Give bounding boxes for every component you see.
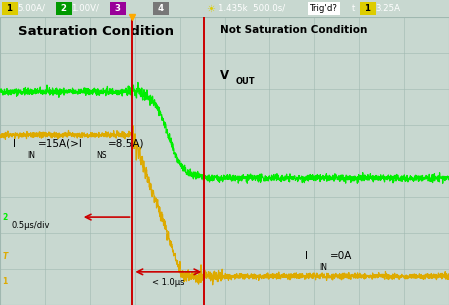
Text: I: I [305,251,308,261]
Text: Saturation Condition: Saturation Condition [18,25,174,38]
Text: 0.5μs/div: 0.5μs/div [11,221,50,230]
Text: Trig'd?: Trig'd? [310,4,338,13]
Text: t: t [352,4,355,13]
Text: OUT: OUT [236,77,255,86]
Text: =15A(>I: =15A(>I [38,138,83,149]
Text: 2: 2 [2,213,8,222]
Text: T: T [2,252,8,260]
Text: =0A: =0A [330,251,352,261]
Text: 1: 1 [362,4,374,13]
Text: 1: 1 [2,278,8,286]
Text: Not Saturation Condition: Not Saturation Condition [220,25,367,35]
Text: I: I [13,138,17,149]
Text: 5.00A/: 5.00A/ [17,4,45,13]
Text: 3: 3 [112,4,124,13]
Text: NS: NS [97,151,107,160]
Text: 3.25A: 3.25A [375,4,400,13]
Text: < 1.0μs: < 1.0μs [152,278,185,287]
Text: =8.5A): =8.5A) [108,138,144,149]
Text: 2: 2 [58,4,70,13]
Text: ☀: ☀ [206,3,215,13]
Text: 1.435k  500.0s/: 1.435k 500.0s/ [218,4,285,13]
Text: V: V [220,69,229,82]
Text: 4: 4 [155,4,167,13]
Text: IN: IN [319,263,327,272]
Text: 1.00V/: 1.00V/ [71,4,99,13]
Text: IN: IN [27,151,35,160]
Text: 1: 1 [4,4,16,13]
